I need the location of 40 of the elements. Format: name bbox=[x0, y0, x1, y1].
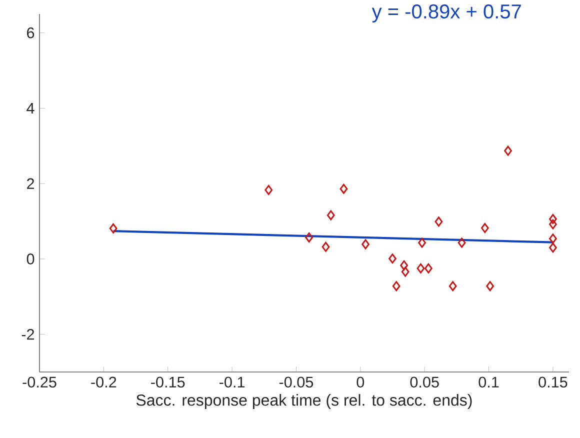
point bbox=[549, 219, 557, 230]
point bbox=[401, 266, 410, 277]
annotation: y = -0.89x + 0.57 bbox=[372, 4, 521, 22]
point bbox=[362, 239, 370, 250]
point bbox=[340, 184, 348, 194]
point bbox=[109, 223, 118, 234]
point bbox=[549, 234, 557, 244]
point bbox=[264, 184, 273, 195]
y-tick-label: 0 bbox=[26, 254, 34, 264]
point bbox=[424, 263, 432, 274]
point bbox=[326, 210, 335, 220]
point bbox=[305, 232, 313, 242]
point bbox=[480, 223, 489, 234]
x-axis-title: Sacc. response peak time (s rel. to sacc. ends) bbox=[136, 394, 472, 409]
point bbox=[549, 242, 557, 253]
point bbox=[388, 254, 396, 264]
point bbox=[504, 146, 512, 156]
x-tick-label: -0.15 bbox=[151, 376, 185, 388]
x-tick-label: -0.25 bbox=[22, 376, 56, 388]
point bbox=[418, 238, 426, 248]
x-tick-label: 0.05 bbox=[410, 376, 439, 388]
y-tick-label: -2 bbox=[22, 328, 34, 340]
x-tick-label: 0.15 bbox=[538, 376, 568, 388]
x-tick-label: 0.1 bbox=[478, 376, 499, 388]
point bbox=[322, 242, 330, 252]
point bbox=[434, 216, 443, 227]
point bbox=[549, 214, 557, 224]
x-tick-label: -0.2 bbox=[91, 376, 116, 388]
point bbox=[392, 281, 400, 292]
y-tick-label: 2 bbox=[27, 178, 34, 189]
y-tick-label: 6 bbox=[27, 27, 34, 38]
point bbox=[458, 238, 466, 248]
x-tick-label: -0.05 bbox=[279, 376, 314, 388]
point bbox=[486, 281, 494, 292]
y-tick-label: 4 bbox=[26, 102, 34, 114]
x-tick-label: 0 bbox=[356, 376, 364, 388]
point bbox=[416, 263, 425, 274]
point bbox=[400, 260, 408, 270]
x-tick-label: -0.1 bbox=[220, 376, 244, 388]
point bbox=[448, 281, 457, 292]
